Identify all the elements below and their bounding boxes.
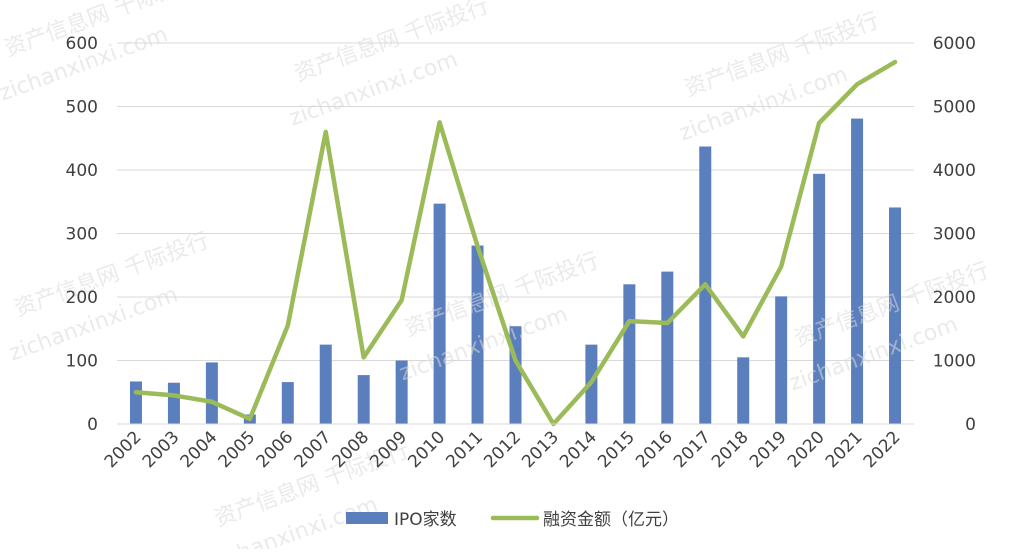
y-left-tick-label: 500 <box>66 98 98 118</box>
x-tick-label: 2022 <box>860 427 905 472</box>
bar-2015 <box>623 284 635 424</box>
bar-2021 <box>851 119 863 424</box>
x-tick-label: 2014 <box>556 427 601 472</box>
legend: IPO家数 融资金额（亿元） <box>346 510 679 530</box>
bar-2018 <box>737 357 749 424</box>
bar-2008 <box>358 375 370 424</box>
x-tick-label: 2017 <box>670 427 715 472</box>
x-tick-label: 2006 <box>253 427 298 472</box>
x-tick-label: 2002 <box>101 427 146 472</box>
bar-2007 <box>320 345 332 424</box>
x-tick-label: 2003 <box>139 427 184 472</box>
y-right-tick-label: 5000 <box>933 98 976 118</box>
y-right-tick-label: 1000 <box>933 352 976 372</box>
bar-series <box>130 119 901 424</box>
bar-2002 <box>130 381 142 424</box>
legend-label-ipo: IPO家数 <box>394 510 457 530</box>
x-tick-label: 2010 <box>404 427 449 472</box>
x-tick-label: 2013 <box>518 427 563 472</box>
x-tick-label: 2020 <box>784 427 829 472</box>
x-tick-label: 2016 <box>632 427 677 472</box>
legend-label-amount: 融资金额（亿元） <box>543 510 679 530</box>
x-tick-label: 2015 <box>594 427 639 472</box>
bar-2019 <box>775 296 787 424</box>
y-right-tick-label: 6000 <box>933 34 976 54</box>
y-left-tick-label: 0 <box>87 415 98 435</box>
x-tick-label: 2004 <box>177 427 222 472</box>
y-left-tick-label: 100 <box>66 352 98 372</box>
x-tick-label: 2019 <box>746 427 791 472</box>
bar-2004 <box>206 362 218 424</box>
y-right-tick-label: 0 <box>965 415 976 435</box>
y-right-tick-label: 3000 <box>933 225 976 245</box>
y-left-tick-label: 300 <box>66 225 98 245</box>
bar-2006 <box>282 382 294 424</box>
y-right-tick-label: 2000 <box>933 288 976 308</box>
x-tick-label: 2012 <box>480 427 525 472</box>
y-right-tick-label: 4000 <box>933 161 976 181</box>
bar-2016 <box>661 272 673 424</box>
y-left-tick-label: 400 <box>66 161 98 181</box>
bar-2003 <box>168 383 180 424</box>
y-left-tick-label: 600 <box>66 34 98 54</box>
x-tick-label: 2005 <box>215 427 260 472</box>
x-tick-label: 2021 <box>822 427 867 472</box>
x-tick-label: 2011 <box>442 427 487 472</box>
x-tick-label: 2018 <box>708 427 753 472</box>
legend-swatch-ipo <box>346 512 388 524</box>
y-left-tick-label: 200 <box>66 288 98 308</box>
